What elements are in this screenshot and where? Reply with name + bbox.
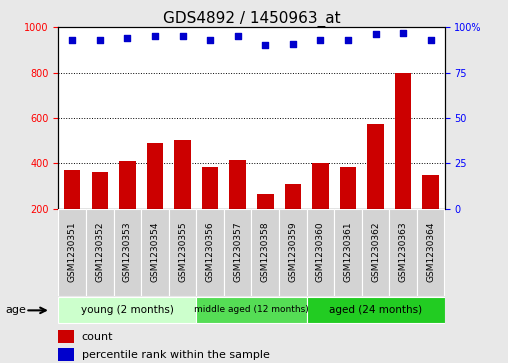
Bar <box>114 209 141 296</box>
Text: GSM1230362: GSM1230362 <box>371 222 380 282</box>
Bar <box>230 160 246 254</box>
Point <box>344 37 352 43</box>
Point <box>316 37 325 43</box>
Bar <box>86 209 114 296</box>
Text: young (2 months): young (2 months) <box>81 305 174 315</box>
Point <box>234 33 242 39</box>
Point <box>399 30 407 36</box>
Text: middle aged (12 months): middle aged (12 months) <box>194 305 309 314</box>
Bar <box>58 330 74 343</box>
Bar <box>362 209 389 296</box>
Point <box>289 41 297 46</box>
Point <box>427 37 435 43</box>
Bar <box>58 297 196 323</box>
Text: GSM1230360: GSM1230360 <box>316 222 325 282</box>
Bar <box>307 297 444 323</box>
Bar <box>58 348 74 361</box>
Text: GSM1230353: GSM1230353 <box>123 222 132 282</box>
Bar <box>367 124 384 254</box>
Point <box>371 32 379 37</box>
Text: GSM1230359: GSM1230359 <box>289 222 297 282</box>
Bar <box>169 209 196 296</box>
Bar <box>202 167 218 254</box>
Point <box>178 33 186 39</box>
Bar <box>284 184 301 254</box>
Bar <box>312 163 329 254</box>
Bar <box>257 194 273 254</box>
Text: GSM1230354: GSM1230354 <box>150 222 160 282</box>
Text: aged (24 months): aged (24 months) <box>329 305 422 315</box>
Point <box>151 33 159 39</box>
Text: GSM1230351: GSM1230351 <box>68 222 77 282</box>
Bar <box>174 139 191 254</box>
Text: GSM1230355: GSM1230355 <box>178 222 187 282</box>
Point <box>123 35 132 41</box>
Bar <box>119 161 136 254</box>
Text: GSM1230352: GSM1230352 <box>96 222 104 282</box>
Bar <box>196 297 307 323</box>
Text: GSM1230364: GSM1230364 <box>426 222 435 282</box>
Bar <box>334 209 362 296</box>
Point <box>206 37 214 43</box>
Bar <box>147 143 163 254</box>
Text: GSM1230357: GSM1230357 <box>233 222 242 282</box>
Text: GSM1230361: GSM1230361 <box>343 222 353 282</box>
Point <box>68 37 76 43</box>
Bar <box>279 209 307 296</box>
Point <box>261 42 269 48</box>
Bar <box>91 172 108 254</box>
Text: GSM1230358: GSM1230358 <box>261 222 270 282</box>
Text: count: count <box>82 332 113 342</box>
Bar <box>340 167 356 254</box>
Bar <box>389 209 417 296</box>
Bar <box>58 209 86 296</box>
Bar <box>64 170 80 254</box>
Point <box>96 37 104 43</box>
Bar <box>423 175 439 254</box>
Text: GSM1230363: GSM1230363 <box>399 222 407 282</box>
Bar <box>251 209 279 296</box>
Text: GDS4892 / 1450963_at: GDS4892 / 1450963_at <box>163 11 340 27</box>
Bar <box>141 209 169 296</box>
Text: age: age <box>5 305 26 315</box>
Bar <box>307 209 334 296</box>
Text: percentile rank within the sample: percentile rank within the sample <box>82 350 269 360</box>
Bar <box>417 209 444 296</box>
Bar <box>395 73 411 254</box>
Bar <box>224 209 251 296</box>
Bar <box>196 209 224 296</box>
Text: GSM1230356: GSM1230356 <box>206 222 214 282</box>
